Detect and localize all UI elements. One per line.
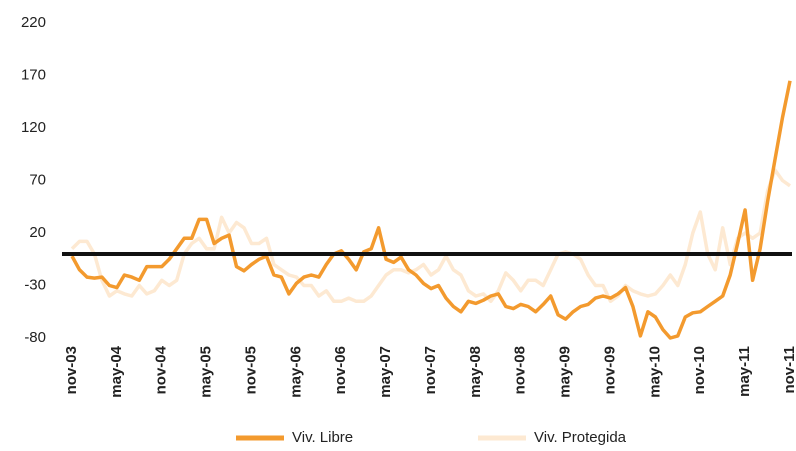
x-tick-label: nov-09 [601,346,618,394]
y-tick-label: 70 [29,171,46,188]
y-tick-label: -30 [24,276,46,293]
x-tick-label: may-04 [108,345,125,397]
y-tick-label: 120 [21,119,46,136]
y-tick-label: 170 [21,66,46,83]
x-tick-label: may-05 [198,346,215,398]
x-tick-label: nov-05 [242,346,259,394]
x-tick-label: may-11 [736,346,753,397]
x-tick-label: nov-07 [422,346,439,394]
y-tick-label: -80 [24,329,46,346]
x-tick-label: may-09 [557,346,574,398]
x-tick-label: may-08 [467,346,484,398]
x-tick-label: nov-10 [691,346,708,394]
series-line [70,80,792,340]
legend-label: Viv. Protegida [534,429,627,446]
series-line [70,168,792,304]
x-tick-label: nov-04 [153,345,170,394]
x-tick-label: nov-08 [512,346,529,394]
legend-label: Viv. Libre [292,429,353,446]
x-tick-label: nov-03 [63,346,80,394]
x-tick-label: may-06 [287,346,304,398]
x-tick-label: may-10 [646,346,663,398]
x-tick-label: nov-06 [332,346,349,394]
x-tick-label: may-07 [377,346,394,398]
y-tick-label: 20 [29,224,46,241]
y-tick-label: 220 [21,14,46,31]
x-tick-label: nov-11 [781,346,796,394]
